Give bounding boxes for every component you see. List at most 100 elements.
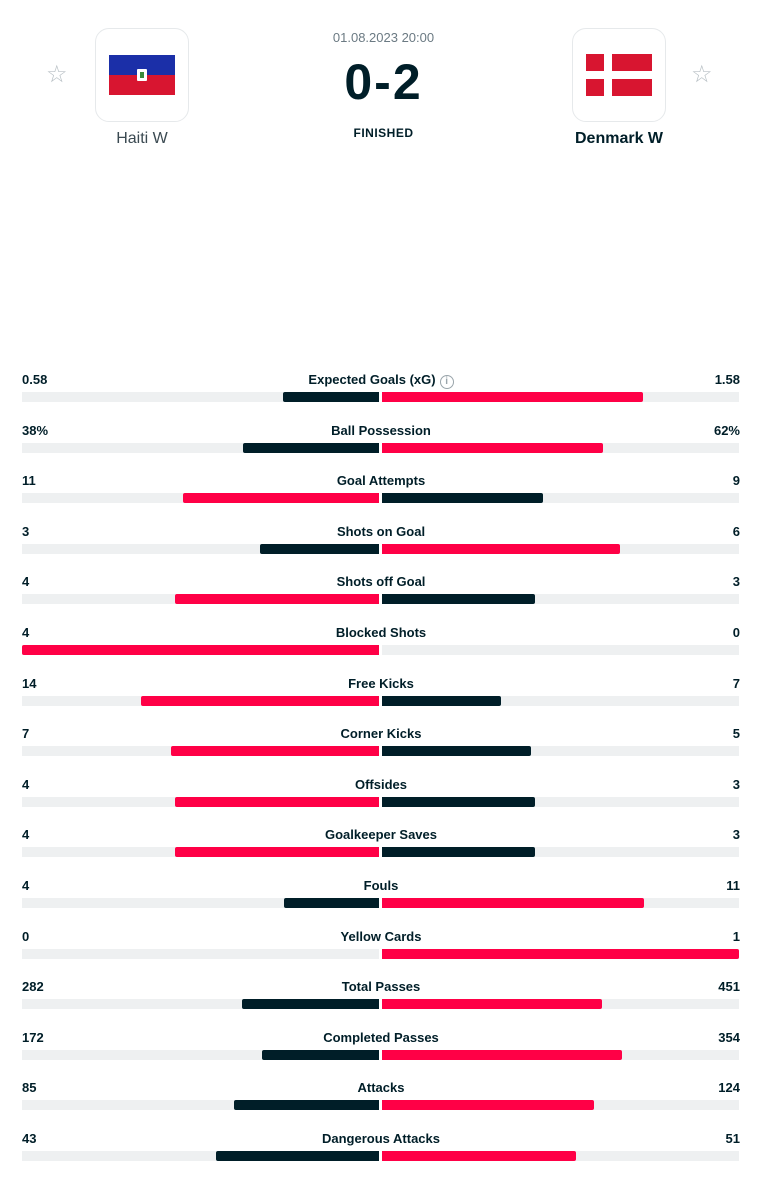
stat-row: 3 Shots on Goal 6 xyxy=(0,508,767,559)
stat-label: Completed Passes xyxy=(0,1030,762,1045)
stat-row: 172 Completed Passes 354 xyxy=(0,1014,767,1065)
stat-label-text: Shots on Goal xyxy=(336,523,426,539)
favorite-home-star-icon[interactable]: ☆ xyxy=(46,61,68,88)
stat-home-bar-track xyxy=(22,796,379,807)
stat-home-bar-track xyxy=(22,594,379,605)
stat-home-value: 4 xyxy=(22,624,30,640)
stat-away-bar-track xyxy=(382,1049,739,1060)
stat-label-text: Fouls xyxy=(363,877,399,893)
stat-away-value: 1 xyxy=(732,928,740,944)
stat-label: Expected Goals (xG) i xyxy=(0,372,762,389)
stat-home-bar-track xyxy=(22,847,379,858)
stat-home-value: 14 xyxy=(22,675,37,691)
stat-away-value: 51 xyxy=(725,1130,740,1146)
stat-away-bar xyxy=(382,847,535,858)
stat-away-bar xyxy=(382,442,604,453)
stat-home-bar xyxy=(260,543,379,554)
stat-away-value: 9 xyxy=(732,473,740,489)
stat-away-value: 5 xyxy=(732,726,740,742)
stat-home-bar xyxy=(22,644,379,655)
stat-away-bar xyxy=(382,999,602,1010)
stat-home-bar-track xyxy=(22,999,379,1010)
stat-row: 4 Offsides 3 xyxy=(0,761,767,812)
stat-home-bar-track xyxy=(22,493,379,504)
stat-away-bar xyxy=(382,594,535,605)
stat-home-value: 11 xyxy=(22,473,36,489)
denmark-flag-icon xyxy=(586,54,652,96)
stat-row: 0.58 Expected Goals (xG) i 1.58 xyxy=(0,356,767,407)
stat-home-value: 38% xyxy=(22,422,49,438)
haiti-flag-icon xyxy=(109,55,175,95)
match-status: FINISHED xyxy=(353,126,414,140)
stat-away-value: 3 xyxy=(732,827,740,843)
stat-away-bar-track xyxy=(382,847,739,858)
stat-away-bar-track xyxy=(382,644,739,655)
stat-label-text: Shots off Goal xyxy=(336,574,426,590)
stat-home-bar xyxy=(170,746,379,757)
stat-row: 11 Goal Attempts 9 xyxy=(0,457,767,508)
favorite-away-star-icon[interactable]: ☆ xyxy=(691,61,713,88)
stat-away-bar-track xyxy=(382,897,739,908)
stat-home-bar xyxy=(243,442,379,453)
stat-away-bar-track xyxy=(382,1100,739,1111)
home-team-name[interactable]: Haiti W xyxy=(116,130,168,147)
stat-home-bar-track xyxy=(22,1100,379,1111)
stat-away-value: 124 xyxy=(718,1080,740,1096)
match-score: 0-2 xyxy=(344,54,423,110)
stat-away-bar-track xyxy=(382,695,739,706)
stat-away-bar-track xyxy=(382,1150,739,1161)
stat-home-bar xyxy=(175,594,379,605)
stat-away-bar-track xyxy=(382,948,739,959)
stat-home-bar-track xyxy=(22,897,379,908)
home-team-logo[interactable] xyxy=(95,28,189,122)
stat-away-value: 62% xyxy=(713,422,740,438)
match-statistics: 0.58 Expected Goals (xG) i 1.58 38% Ball Poss… xyxy=(0,356,767,1166)
stat-label: Free Kicks xyxy=(0,676,762,691)
away-team-logo[interactable] xyxy=(572,28,666,122)
stat-home-value: 43 xyxy=(22,1130,37,1146)
stat-away-bar-track xyxy=(382,493,739,504)
away-team-name[interactable]: Denmark W xyxy=(574,130,664,147)
stat-home-bar xyxy=(262,1049,379,1060)
stat-label-text: Expected Goals (xG) xyxy=(308,372,436,387)
stat-home-bar xyxy=(233,1100,379,1111)
stat-label: Shots off Goal xyxy=(0,574,762,589)
stat-label-text: Total Passes xyxy=(341,979,421,995)
stat-away-value: 3 xyxy=(732,776,740,792)
stat-away-value: 1.58 xyxy=(714,372,740,387)
stat-row: 43 Dangerous Attacks 51 xyxy=(0,1115,767,1166)
stat-row: 7 Corner Kicks 5 xyxy=(0,710,767,761)
stat-label: Offsides xyxy=(0,777,762,792)
stat-away-value: 354 xyxy=(718,1029,740,1045)
stat-row: 4 Blocked Shots 0 xyxy=(0,609,767,660)
stat-row: 85 Attacks 124 xyxy=(0,1064,767,1115)
stat-home-value: 85 xyxy=(22,1080,37,1096)
stat-away-value: 3 xyxy=(732,574,740,590)
stat-home-bar xyxy=(283,392,379,402)
match-datetime: 01.08.2023 20:00 xyxy=(332,30,435,45)
stat-home-value: 4 xyxy=(22,827,30,843)
stat-away-value: 0 xyxy=(732,624,740,640)
stat-label: Goal Attempts xyxy=(0,473,762,488)
info-icon[interactable]: i xyxy=(439,375,454,389)
stat-away-bar-track xyxy=(382,746,739,757)
stat-home-value: 3 xyxy=(22,523,30,539)
stat-away-value: 11 xyxy=(726,877,740,893)
stat-home-bar xyxy=(283,897,379,908)
stat-home-bar-track xyxy=(22,1049,379,1060)
stat-home-bar xyxy=(175,847,379,858)
stat-away-bar xyxy=(382,897,644,908)
stat-label: Goalkeeper Saves xyxy=(0,827,762,842)
stat-away-bar-track xyxy=(382,442,739,453)
stat-label-text: Goal Attempts xyxy=(336,473,426,489)
stat-home-value: 0.58 xyxy=(22,372,48,387)
stat-away-bar-track xyxy=(382,999,739,1010)
stat-home-bar-track xyxy=(22,948,379,959)
stat-label: Shots on Goal xyxy=(0,524,762,539)
stat-home-value: 0 xyxy=(22,928,30,944)
stat-away-bar xyxy=(382,1049,623,1060)
stat-home-value: 4 xyxy=(22,776,30,792)
stat-away-bar xyxy=(382,493,543,504)
stat-home-bar xyxy=(175,796,379,807)
stat-label-text: Yellow Cards xyxy=(340,928,422,944)
